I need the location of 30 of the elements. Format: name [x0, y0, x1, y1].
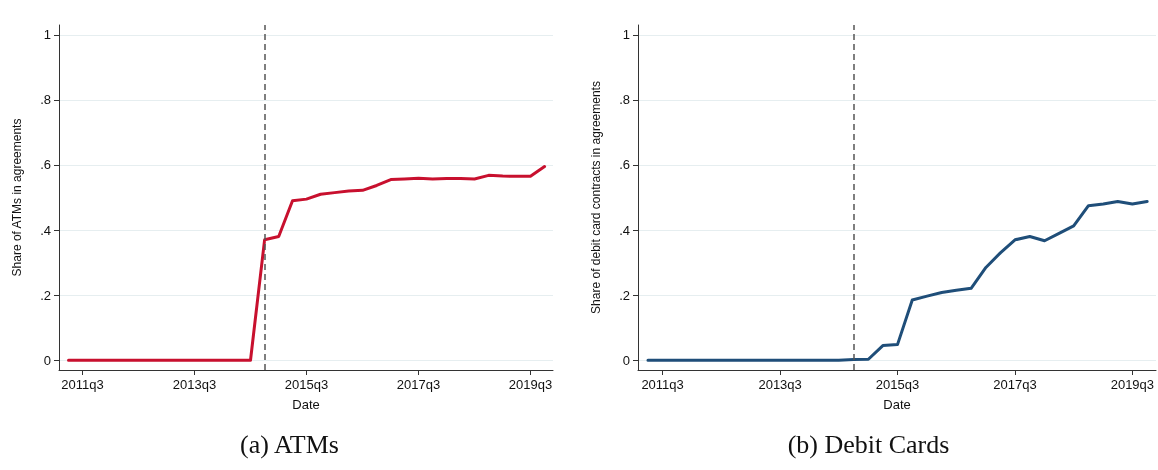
y-tick-label: .6 [619, 157, 630, 173]
line-series [67, 165, 547, 362]
x-axis-title: Date [292, 397, 320, 412]
text: (b) Debit Cards [787, 429, 950, 459]
x-tick-label: 2011q3 [641, 377, 684, 392]
x-tick-label: 2013q3 [758, 377, 802, 392]
y-tick-label: .4 [40, 222, 51, 238]
x-tick-label: 2017q3 [993, 377, 1037, 392]
y-tick-label: .8 [619, 92, 630, 108]
y-tick-label: .2 [40, 287, 51, 303]
y-tick-label: 1 [43, 27, 51, 43]
y-axis-title: Share of debit card contracts in agreements [589, 81, 603, 314]
x-tick-label: 2013q3 [172, 377, 217, 392]
y-tick-label: 1 [622, 27, 630, 43]
x-tick-label: 2011q3 [61, 377, 104, 392]
y-tick-label: .2 [619, 287, 630, 303]
y-tick-label: 0 [43, 352, 51, 368]
x-tick-label: 2015q3 [284, 377, 329, 392]
text: (a) ATMs [240, 429, 339, 459]
y-axis-title: Share of ATMs in agreements [10, 118, 24, 277]
x-tick-label: 2019q3 [1110, 377, 1155, 392]
x-axis-title: Date [883, 397, 911, 412]
x-tick-label: 2017q3 [396, 377, 441, 392]
line-series [646, 199, 1149, 362]
x-tick-label: 2015q3 [875, 377, 920, 392]
y-tick-label: .6 [40, 157, 51, 173]
y-tick-label: .8 [40, 92, 51, 108]
y-tick-label: .4 [619, 222, 630, 238]
y-tick-label: 0 [622, 352, 630, 368]
x-tick-label: 2019q3 [508, 377, 553, 392]
